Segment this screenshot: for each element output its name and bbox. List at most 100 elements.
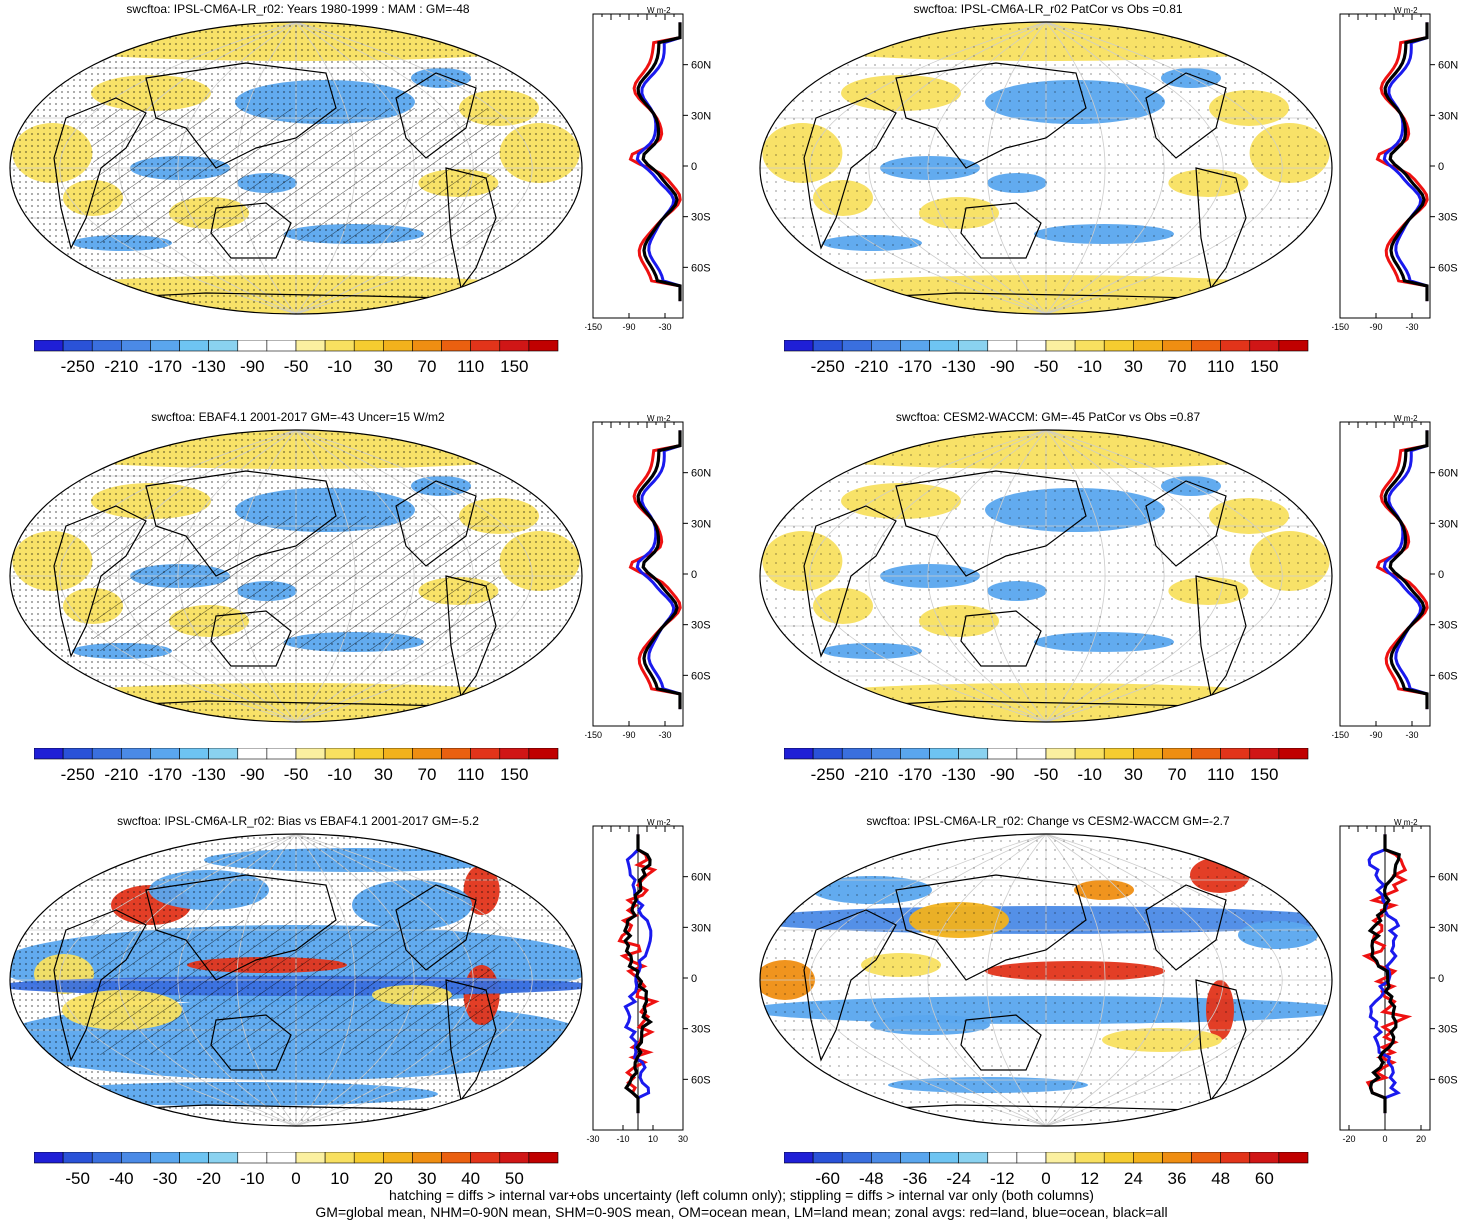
x-tick-label: -150 (585, 730, 602, 740)
colorbar-swatch (412, 340, 442, 352)
coastline (395, 72, 477, 159)
colorbar-label: 30 (374, 357, 393, 376)
colorbar-swatch (121, 1152, 151, 1164)
colorbar-label: -210 (854, 765, 888, 784)
colorbar-swatch (1220, 340, 1251, 352)
coastline (1195, 979, 1247, 1102)
lat-label: 60N (691, 60, 711, 72)
lat-label: 60N (1438, 60, 1458, 72)
colorbar-label: -170 (148, 765, 182, 784)
colorbar: -250 -210 -170 -130 -90 -50 -10 30 70 110 150 (34, 340, 559, 376)
colorbar-swatch (353, 1152, 384, 1164)
lat-label: 0 (1438, 973, 1444, 985)
colorbar-swatch (812, 748, 843, 760)
colorbar-swatch (1133, 340, 1163, 352)
colorbar-swatch (150, 340, 180, 352)
lat-label: 0 (1438, 161, 1444, 173)
colorbar-label: 70 (418, 765, 437, 784)
colorbar-swatch (237, 748, 268, 760)
coastline (960, 202, 1042, 259)
colorbar-label: 20 (374, 1169, 393, 1188)
x-tick-label: 10 (648, 1134, 658, 1144)
colorbar-label: 150 (500, 357, 528, 376)
colorbar-swatch (1191, 748, 1221, 760)
x-tick-label: -30 (658, 730, 671, 740)
colorbar-swatch (1249, 340, 1280, 352)
colorbar-label: -50 (284, 357, 309, 376)
lat-label: 30N (691, 922, 711, 934)
colorbar-swatch (1103, 340, 1134, 352)
zonal-mean-land (1375, 430, 1429, 710)
colorbar-label: -170 (898, 765, 932, 784)
colorbar-label: -90 (990, 765, 1015, 784)
colorbar-swatch (1191, 1152, 1221, 1164)
colorbar-swatch (499, 748, 530, 760)
colorbar-swatch (62, 340, 93, 352)
map-field (10, 22, 582, 314)
colorbar-label: 24 (1124, 1169, 1143, 1188)
zonal-profile: W m-2 60N 30N 0 30S 60S -150 -90 -30 (585, 6, 711, 332)
colorbar-swatch (1074, 1152, 1105, 1164)
colorbar-swatch (1016, 340, 1047, 352)
x-tick-label: -90 (622, 730, 635, 740)
zonal-mean-all (636, 22, 682, 302)
colorbar-swatch (62, 1152, 93, 1164)
colorbar-swatch (91, 340, 122, 352)
colorbar-swatch (324, 748, 355, 760)
colorbar-swatch (784, 748, 814, 760)
lat-label: 30N (1438, 518, 1458, 530)
colorbar-label: -50 (284, 765, 309, 784)
lat-label: 30S (691, 1024, 711, 1036)
lat-label: 30S (1438, 212, 1458, 224)
colorbar-swatch (871, 1152, 901, 1164)
colorbar-label: 110 (1207, 765, 1234, 784)
colorbar-swatch (900, 340, 930, 352)
colorbar-swatch (1133, 1152, 1163, 1164)
colorbar-label: -36 (903, 1169, 928, 1188)
zonal-mean-land (628, 22, 682, 302)
colorbar-swatch (1016, 748, 1047, 760)
colorbar-swatch (958, 748, 989, 760)
colorbar-swatch (237, 340, 268, 352)
colorbar-swatch (841, 340, 872, 352)
colorbar-swatch (1162, 340, 1192, 352)
x-tick-label: -150 (1332, 730, 1349, 740)
colorbar-swatch (987, 340, 1018, 352)
coastline (1145, 72, 1227, 159)
colorbar-label: -210 (104, 357, 138, 376)
x-tick-label: -30 (658, 322, 671, 332)
colorbar-swatch (499, 340, 530, 352)
colorbar-label: -250 (61, 765, 95, 784)
colorbar-swatch (208, 748, 239, 760)
panel-6: swcftoa: IPSL-CM6A-LR_r02: Change vs CES… (750, 812, 1483, 1212)
coastline (803, 909, 897, 1062)
panel-title: swcftoa: EBAF4.1 2001-2017 GM=-43 Uncer=… (151, 410, 445, 424)
lat-label: 60N (1438, 872, 1458, 884)
x-tick-label: -150 (585, 322, 602, 332)
colorbar-label: 110 (457, 357, 484, 376)
zonal-mean-all (622, 834, 654, 1114)
map-field (10, 430, 582, 722)
coastline (395, 480, 477, 567)
lat-label: 60N (691, 468, 711, 480)
world-map (759, 833, 1333, 1127)
lat-label: 0 (691, 161, 697, 173)
colorbar-label: 150 (500, 765, 528, 784)
colorbar-label: -130 (942, 765, 976, 784)
colorbar-swatch (1249, 1152, 1280, 1164)
colorbar: -250 -210 -170 -130 -90 -50 -10 30 70 110 150 (34, 748, 559, 784)
colorbar-swatch (208, 1152, 239, 1164)
colorbar-swatch (1220, 748, 1251, 760)
colorbar-label: -10 (327, 357, 352, 376)
colorbar-swatch (987, 748, 1018, 760)
colorbar-swatch (150, 1152, 180, 1164)
colorbar-label: 70 (1168, 765, 1187, 784)
colorbar-label: 150 (1250, 357, 1278, 376)
colorbar-swatch (1045, 1152, 1076, 1164)
lat-label: 30S (691, 212, 711, 224)
x-tick-label: 0 (1382, 1134, 1387, 1144)
lat-label: 60S (691, 262, 711, 274)
colorbar-label: 70 (418, 357, 437, 376)
world-map (9, 429, 583, 723)
colorbar-swatch (266, 340, 297, 352)
